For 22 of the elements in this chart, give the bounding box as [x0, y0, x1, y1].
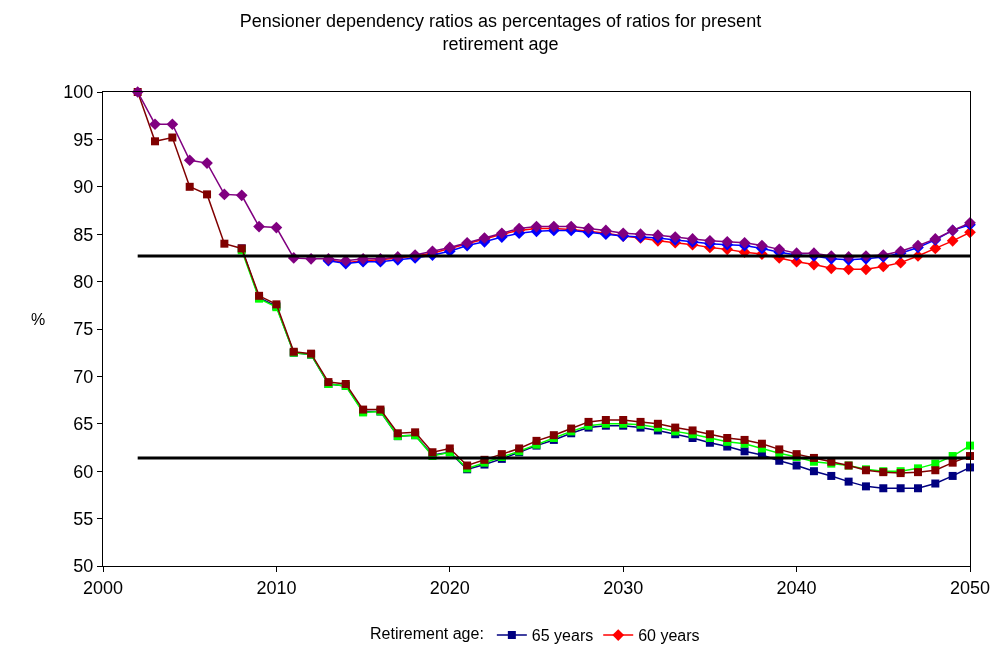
y-tick-label: 85	[73, 224, 94, 245]
y-tick-label: 65	[73, 414, 94, 435]
y-tick-label: 50	[73, 556, 94, 577]
y-tick-label: 95	[73, 129, 94, 150]
x-tick-label: 2020	[429, 577, 470, 598]
y-tick-label: 55	[73, 508, 94, 529]
legend-title: Retirement age:	[370, 624, 484, 642]
y-tick-label: 100	[63, 82, 94, 103]
y-tick-label: 80	[73, 271, 94, 292]
y-tick-label: 90	[73, 177, 94, 198]
legend-label: 65 years	[531, 627, 594, 645]
y-tick-label: 70	[73, 366, 94, 387]
x-tick-label: 2010	[256, 577, 297, 598]
x-tick-label: 2050	[949, 577, 991, 598]
x-tick-label: 2030	[603, 577, 644, 598]
x-tick-label: 2000	[82, 577, 124, 598]
y-axis-title: %	[31, 311, 46, 328]
x-tick-label: 2040	[776, 577, 817, 598]
chart-title: Pensioner dependency ratios as percentages of ratios for present retirement age	[239, 10, 762, 55]
legend-label: 60 years	[638, 627, 700, 645]
y-tick-label: 75	[73, 319, 94, 340]
y-tick-label: 60	[73, 461, 94, 482]
